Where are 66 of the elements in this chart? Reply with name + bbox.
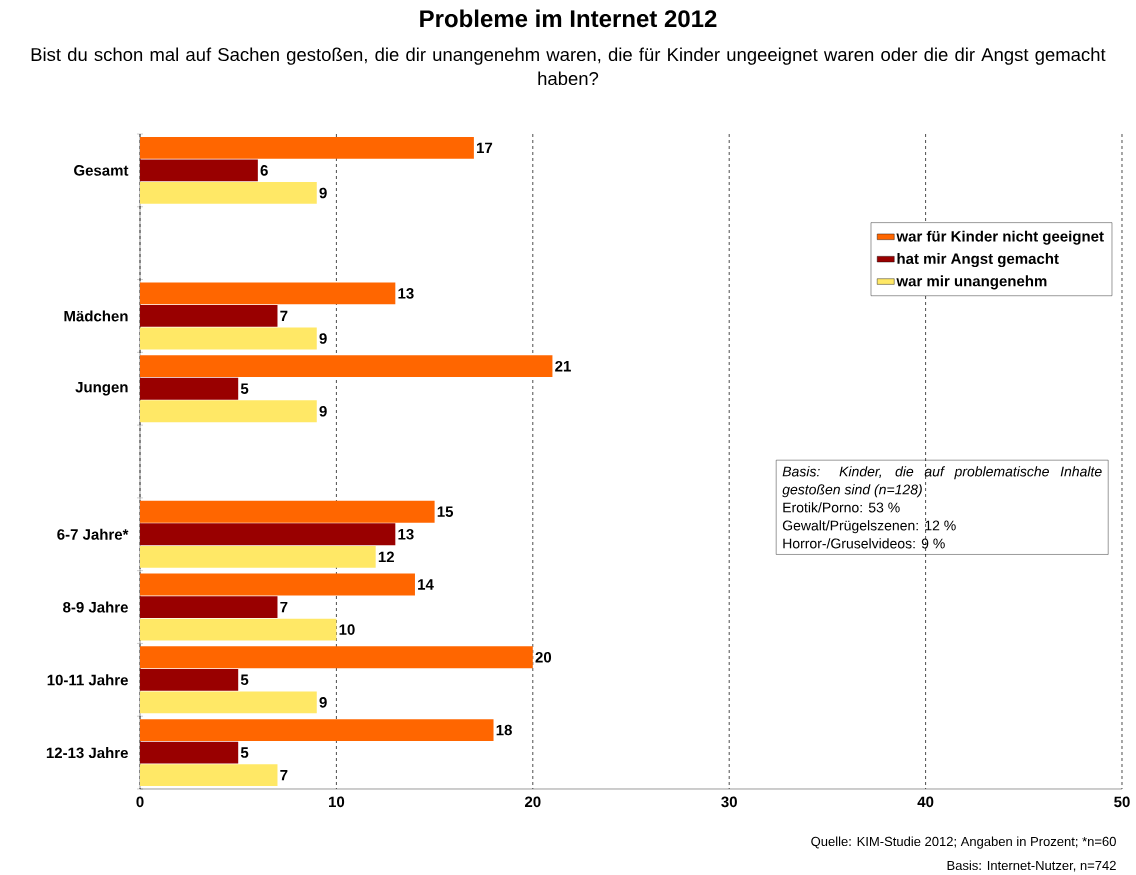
bar: [140, 305, 278, 327]
data-label: 9: [319, 187, 327, 199]
bar: [140, 719, 494, 741]
chart-subtitle: Bist du schon mal auf Sachen gestoßen, die dir unangenehm waren, die für Kinder ungeeignet waren oder die dir Angst gemacht haben?: [31, 47, 1106, 86]
data-label: 15: [437, 506, 454, 517]
annotation: Erotik/Porno: 53 %: [783, 502, 900, 513]
annotation: Horror-/Gruselvideos: 9 %: [783, 538, 945, 549]
bar: [140, 618, 337, 641]
bar: [140, 523, 396, 546]
x-tick-label: 0: [136, 796, 144, 808]
y-tick-label: 8-9 Jahre: [63, 601, 128, 613]
y-tick-label: 6-7 Jahre*: [57, 528, 129, 540]
annotation: Basis: Kinder, die auf problematische Inhalte gestoßen sind (n=128): [782, 466, 1102, 498]
data-label: 9: [319, 333, 327, 344]
annotation: Gewalt/Prügelszenen: 12 %: [782, 520, 956, 534]
x-tick-label: 50: [1114, 796, 1130, 808]
bar: [140, 377, 239, 400]
data-label: 5: [240, 674, 249, 686]
data-label: 5: [240, 383, 249, 394]
data-label: 17: [477, 142, 493, 153]
data-label: 7: [280, 310, 288, 322]
bar: [140, 282, 396, 305]
data-label: 18: [496, 724, 512, 736]
data-label: 10: [339, 624, 355, 635]
x-tick-label: 20: [524, 796, 541, 808]
data-label: 13: [398, 288, 414, 299]
legend-label: war für Kinder nicht geeignet: [896, 230, 1104, 245]
bar: [140, 573, 415, 596]
bar: [140, 741, 239, 764]
text: Basis: Internet-Nutzer, n=742: [947, 860, 1116, 872]
data-label: 7: [280, 770, 288, 781]
y-tick-label: Gesamt: [74, 165, 129, 176]
legend-label: war mir unangenehm: [896, 275, 1047, 290]
data-label: 5: [240, 747, 249, 758]
data-label: 20: [535, 651, 552, 663]
bar: [140, 355, 553, 378]
bar: [140, 500, 435, 523]
bar: [140, 182, 317, 204]
bar: [140, 136, 474, 159]
x-tick-label: 40: [917, 796, 934, 808]
y-tick-label: Jungen: [75, 381, 128, 396]
source-note: Quelle: KIM-Studie 2012; Angaben in Prozent; *n=60: [811, 836, 1116, 849]
chart-title: Probleme im Internet 2012: [420, 9, 717, 28]
data-label: 6: [260, 165, 268, 176]
data-label: 13: [398, 528, 414, 540]
data-label: 9: [319, 697, 327, 708]
bar: [140, 691, 317, 714]
bar: [140, 668, 239, 691]
y-tick-label: Mädchen: [64, 310, 128, 322]
data-label: 14: [418, 579, 434, 590]
bar: [140, 327, 317, 350]
bar: [140, 764, 278, 787]
bar: [140, 545, 376, 568]
x-tick-label: 30: [721, 796, 737, 808]
data-label: 7: [280, 601, 288, 613]
data-label: 12: [378, 551, 394, 563]
y-tick-label: 12-13 Jahre: [46, 747, 128, 759]
x-tick-label: 10: [329, 796, 345, 808]
legend-label: hat mir Angst gemacht: [897, 252, 1059, 268]
bar: [140, 159, 258, 182]
y-tick-label: 10-11 Jahre: [47, 674, 128, 686]
data-label: 21: [555, 360, 571, 372]
data-label: 9: [319, 405, 327, 417]
bar: [140, 646, 533, 669]
bar: [140, 596, 278, 618]
bar: [140, 400, 317, 423]
